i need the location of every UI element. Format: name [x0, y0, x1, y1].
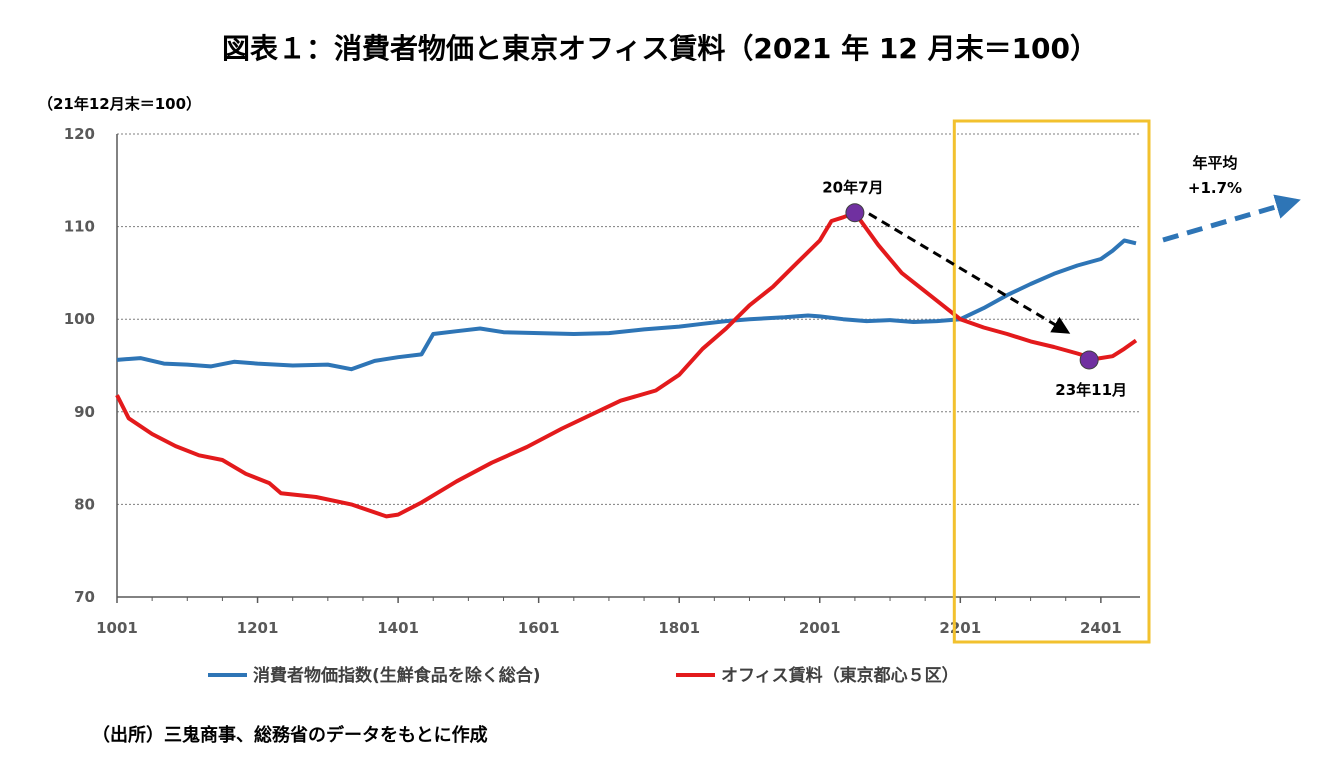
- y-tick-label: 110: [64, 218, 95, 236]
- x-tick-label: 1601: [518, 619, 560, 637]
- trend-label-line1: 年平均: [1192, 154, 1237, 172]
- x-axis-ticks: 1001 1201 1401 1601 1801 2001 2201 2401: [96, 597, 1122, 637]
- x-tick-label: 1001: [96, 619, 138, 637]
- x-tick-label: 1401: [377, 619, 419, 637]
- legend-rent-label: オフィス賃料（東京都心５区）: [721, 665, 959, 686]
- chart-title: 図表１：消費者物価と東京オフィス賃料（2021 年 12 月末＝100）: [222, 32, 1098, 65]
- legend-cpi-label: 消費者物価指数(生鮮食品を除く総合): [253, 665, 541, 686]
- y-axis-ticks: 70 80 90 100 110 120: [64, 125, 95, 606]
- x-tick-label: 2001: [799, 619, 841, 637]
- cpi-series-line: [116, 238, 1137, 372]
- y-axis-unit-label: （21年12月末＝100）: [38, 95, 201, 113]
- decline-arrow: [868, 212, 1071, 334]
- y-tick-label: 70: [74, 588, 95, 606]
- y-tick-label: 90: [74, 403, 95, 421]
- source-note: （出所）三鬼商事、総務省のデータをもとに作成: [92, 724, 488, 746]
- trough-marker: [1079, 350, 1099, 370]
- y-tick-label: 80: [74, 495, 95, 513]
- x-tick-label: 2201: [939, 619, 981, 637]
- highlight-box: [952, 119, 1151, 644]
- y-tick-label: 120: [64, 125, 95, 143]
- x-tick-label: 1801: [658, 619, 700, 637]
- trend-label-line2: +1.7%: [1188, 179, 1242, 197]
- x-tick-label: 2401: [1080, 619, 1122, 637]
- trough-label: 23年11月: [1055, 381, 1127, 399]
- peak-label: 20年7月: [822, 179, 883, 197]
- y-tick-label: 100: [64, 310, 95, 328]
- trend-arrow: [1162, 194, 1301, 243]
- gridlines: [117, 133, 1140, 505]
- peak-marker: [845, 203, 865, 223]
- rent-series-line: [115, 210, 1138, 519]
- x-tick-label: 1201: [237, 619, 279, 637]
